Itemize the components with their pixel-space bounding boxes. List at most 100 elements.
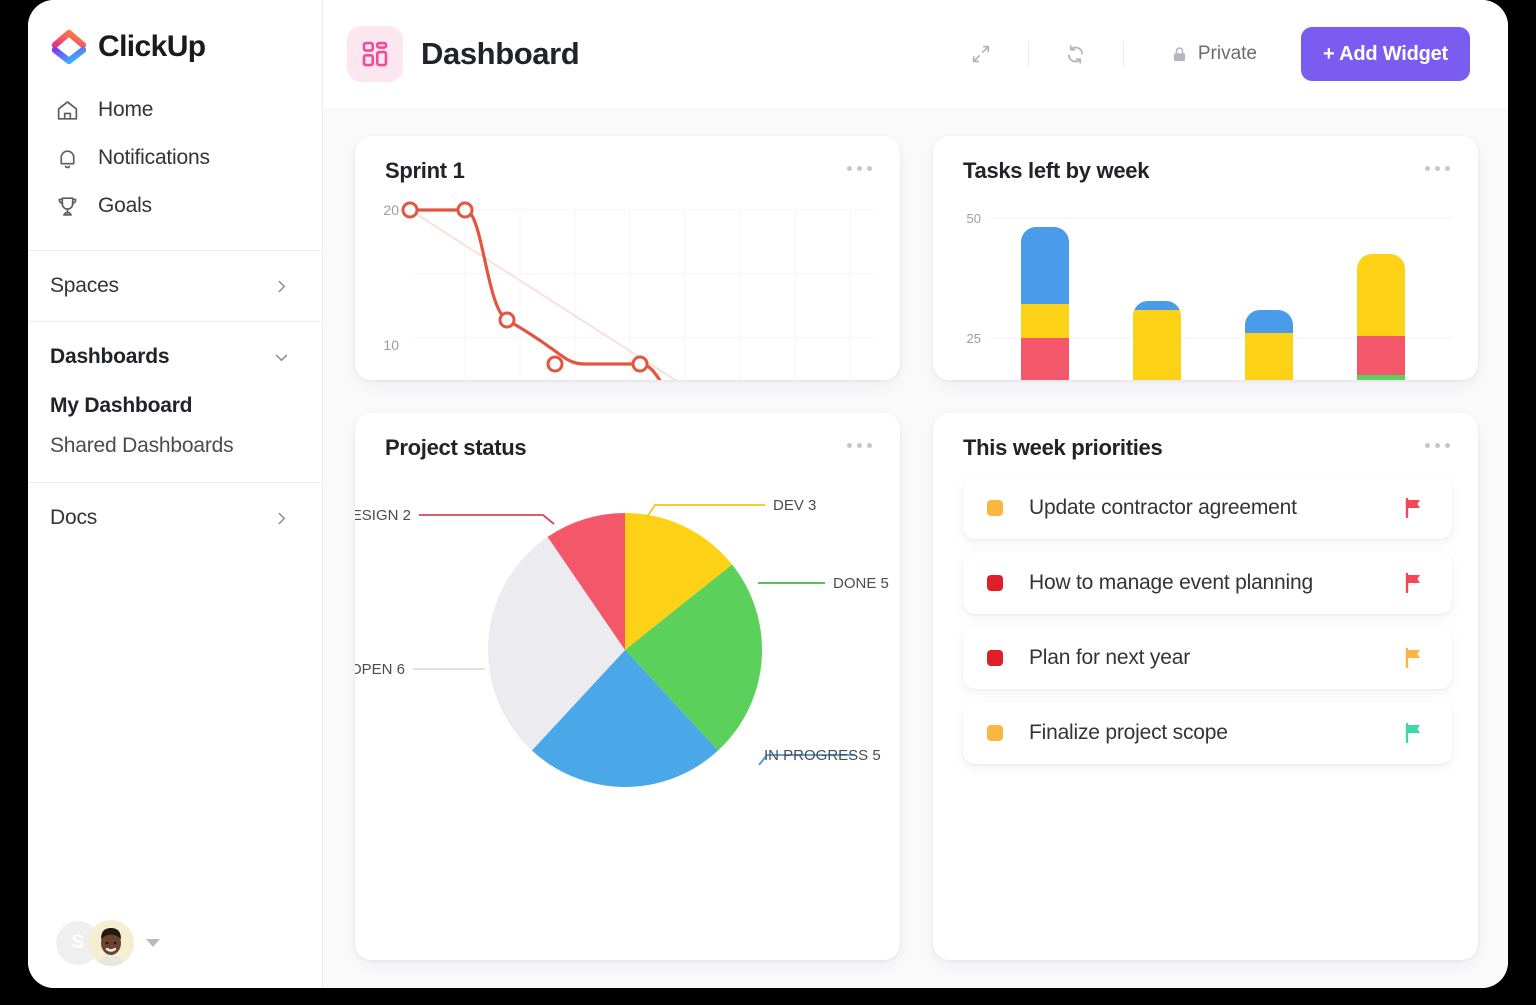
slice-open bbox=[487, 536, 625, 751]
flag-icon[interactable] bbox=[1402, 496, 1426, 520]
widget-title: Project status bbox=[385, 435, 527, 460]
user-avatar[interactable] bbox=[88, 920, 134, 966]
widget-title: Sprint 1 bbox=[385, 158, 465, 183]
lock-icon bbox=[1170, 45, 1189, 64]
sidebar-item-home[interactable]: Home bbox=[28, 86, 322, 134]
bar-week-2 bbox=[1133, 301, 1181, 380]
svg-text:20: 20 bbox=[383, 202, 399, 218]
sidebar-subitem-label: My Dashboard bbox=[50, 394, 193, 417]
more-options-icon[interactable] bbox=[845, 158, 874, 179]
pie-data-labels: DEV 3 DONE 5 IN PROGRESS 5 OPEN 6 DESIGN… bbox=[355, 497, 889, 764]
widget-project-status: Project status bbox=[355, 413, 900, 960]
sidebar-subitem-label: Shared Dashboards bbox=[50, 434, 234, 457]
sidebar-section-docs[interactable]: Docs bbox=[28, 489, 322, 547]
refresh-icon[interactable] bbox=[1057, 35, 1095, 73]
task-title: Finalize project scope bbox=[1029, 721, 1228, 744]
add-widget-button[interactable]: + Add Widget bbox=[1300, 27, 1470, 81]
divider bbox=[1027, 41, 1029, 67]
divider bbox=[28, 250, 322, 251]
stacked-bar-chart: 50 25 0 bbox=[933, 188, 1478, 380]
status-badge bbox=[987, 575, 1003, 591]
app-window: ClickUp Home Notifications bbox=[28, 0, 1508, 988]
more-options-icon[interactable] bbox=[1423, 158, 1452, 179]
leader-in-progress bbox=[758, 754, 855, 766]
pie-label-in-progress: IN PROGRESS 5 bbox=[764, 747, 881, 764]
chevron-right-icon bbox=[273, 278, 290, 295]
sidebar: ClickUp Home Notifications bbox=[28, 0, 323, 988]
leader-dev bbox=[646, 504, 765, 518]
sidebar-item-shared-dashboards[interactable]: Shared Dashboards bbox=[28, 426, 322, 466]
flag-icon[interactable] bbox=[1402, 721, 1426, 745]
slice-dev bbox=[625, 513, 733, 650]
main-content: Dashboard bbox=[323, 0, 1508, 988]
widget-header: This week priorities bbox=[963, 435, 1452, 461]
pie-slices bbox=[487, 513, 763, 787]
status-badge bbox=[987, 650, 1003, 666]
sidebar-section-spaces[interactable]: Spaces bbox=[28, 257, 322, 315]
task-title: Update contractor agreement bbox=[1029, 496, 1297, 519]
sidebar-section-label: Dashboards bbox=[50, 345, 170, 368]
trophy-icon bbox=[54, 193, 80, 219]
privacy-toggle[interactable]: Private bbox=[1170, 43, 1257, 65]
pie-label-dev: DEV 3 bbox=[773, 497, 816, 514]
svg-text:10: 10 bbox=[383, 337, 399, 353]
divider bbox=[28, 482, 322, 483]
privacy-label: Private bbox=[1197, 43, 1257, 64]
pie-label-design: DESIGN 2 bbox=[355, 507, 411, 524]
widget-header: Project status bbox=[385, 435, 874, 461]
svg-text:25: 25 bbox=[967, 331, 981, 346]
svg-text:50: 50 bbox=[967, 211, 981, 226]
sidebar-item-goals[interactable]: Goals bbox=[28, 182, 322, 230]
more-options-icon[interactable] bbox=[845, 435, 874, 456]
widget-title: This week priorities bbox=[963, 435, 1163, 460]
widget-priorities: This week priorities Update contractor a… bbox=[933, 413, 1478, 960]
y-axis-labels: 50 25 0 bbox=[967, 211, 981, 346]
divider bbox=[1122, 41, 1124, 67]
flag-icon[interactable] bbox=[1402, 571, 1426, 595]
user-menu[interactable]: S bbox=[56, 920, 160, 966]
clickup-logo-icon bbox=[52, 30, 86, 64]
sidebar-item-my-dashboard[interactable]: My Dashboard bbox=[28, 386, 322, 426]
list-item[interactable]: How to manage event planning bbox=[963, 552, 1452, 614]
page-title: Dashboard bbox=[421, 36, 580, 71]
flag-icon[interactable] bbox=[1402, 646, 1426, 670]
pie-label-done: DONE 5 bbox=[833, 575, 889, 592]
list-item[interactable]: Finalize project scope bbox=[963, 702, 1452, 764]
widget-grid: Sprint 1 bbox=[323, 108, 1508, 988]
slice-design bbox=[547, 513, 625, 650]
leader-design bbox=[419, 514, 555, 525]
sidebar-item-label: Home bbox=[98, 98, 154, 121]
data-points bbox=[401, 201, 649, 373]
task-title: Plan for next year bbox=[1029, 646, 1190, 669]
chevron-down-icon[interactable] bbox=[146, 939, 160, 947]
dashboard-grid-icon bbox=[347, 26, 403, 82]
widget-sprint-burndown: Sprint 1 bbox=[355, 136, 900, 380]
home-icon bbox=[54, 97, 80, 123]
widget-header: Tasks left by week bbox=[963, 158, 1452, 184]
divider bbox=[28, 321, 322, 322]
sidebar-section-label: Spaces bbox=[50, 274, 119, 297]
widget-tasks-by-week: Tasks left by week 50 25 0 bbox=[933, 136, 1478, 380]
sidebar-item-label: Notifications bbox=[98, 146, 210, 169]
expand-arrows-icon[interactable] bbox=[962, 35, 1000, 73]
list-item[interactable]: Plan for next year bbox=[963, 627, 1452, 689]
status-badge bbox=[987, 725, 1003, 741]
slice-in-progress bbox=[531, 650, 719, 787]
chevron-down-icon bbox=[273, 349, 290, 366]
widget-header: Sprint 1 bbox=[385, 158, 874, 184]
burndown-line bbox=[408, 208, 662, 380]
sidebar-item-notifications[interactable]: Notifications bbox=[28, 134, 322, 182]
pie-chart: DEV 3 DONE 5 IN PROGRESS 5 OPEN 6 DESIGN… bbox=[355, 465, 900, 954]
brand-name: ClickUp bbox=[98, 30, 206, 63]
ideal-line bbox=[409, 209, 678, 380]
sidebar-section-dashboards[interactable]: Dashboards bbox=[28, 328, 322, 386]
widget-title: Tasks left by week bbox=[963, 158, 1150, 183]
priorities-list: Update contractor agreement How to manag… bbox=[963, 477, 1452, 764]
callout-lines bbox=[413, 504, 855, 766]
primary-nav: Home Notifications Goals bbox=[28, 64, 322, 244]
more-options-icon[interactable] bbox=[1423, 435, 1452, 456]
brand-logo[interactable]: ClickUp bbox=[28, 0, 322, 64]
pie-label-open: OPEN 6 bbox=[355, 661, 405, 678]
y-axis-labels: 20 10 0 bbox=[383, 202, 399, 353]
list-item[interactable]: Update contractor agreement bbox=[963, 477, 1452, 539]
